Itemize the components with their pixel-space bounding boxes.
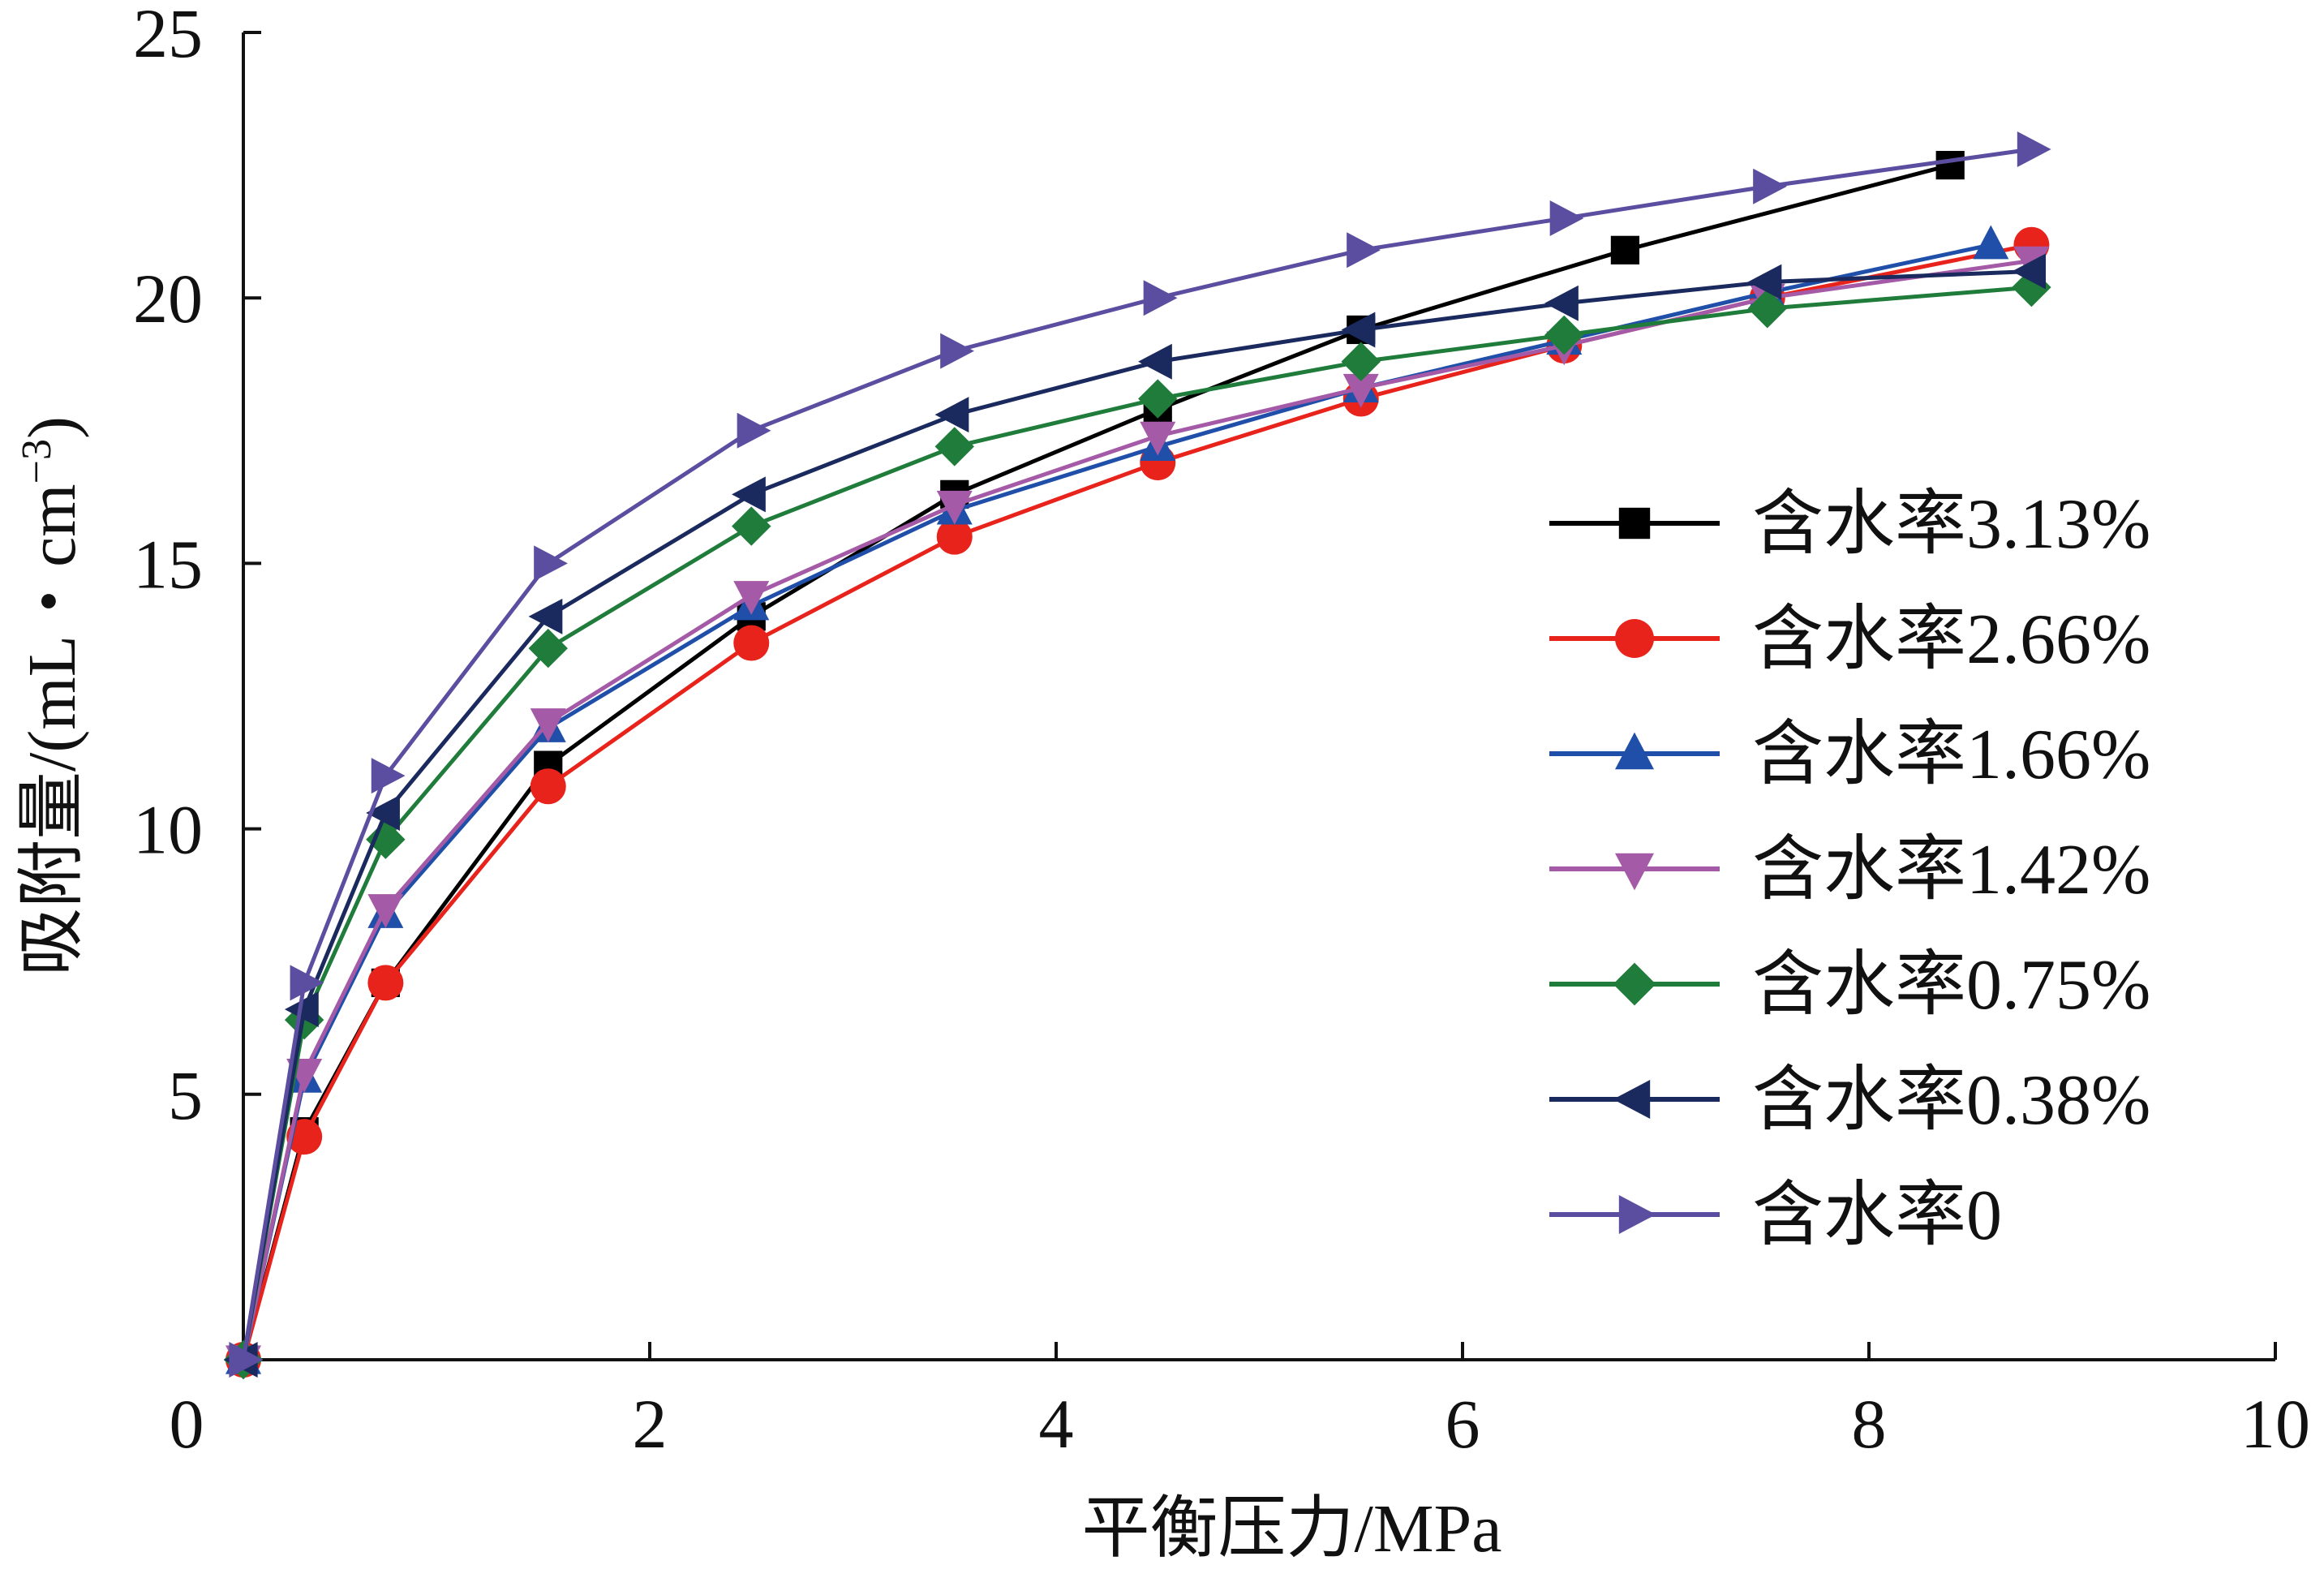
x-axis-label: 平衡压力/MPa: [1081, 1491, 1501, 1567]
series-1: [229, 151, 1965, 1374]
y-axis-label-suffix: ): [15, 416, 90, 439]
marker-triangle-left: [1138, 343, 1172, 380]
series-7: [229, 131, 2051, 1378]
marker-triangle-down: [1140, 421, 1176, 456]
y-axis-label: 吸附量/(mL・cm−3): [14, 416, 90, 976]
marker-diamond: [1747, 289, 1787, 329]
legend-item: 含水率3.13%: [1549, 485, 2150, 564]
y-axis-label-superscript: −3: [14, 439, 60, 484]
marker-triangle-left: [732, 476, 766, 513]
marker-triangle-left: [1747, 264, 1782, 300]
marker-triangle-right: [2017, 131, 2051, 167]
marker-diamond: [366, 819, 406, 859]
marker-triangle-down: [530, 708, 566, 742]
marker-triangle-left: [2012, 253, 2046, 290]
x-tick-label: 8: [1852, 1385, 1887, 1463]
marker-triangle-right: [534, 545, 568, 582]
marker-triangle-down: [367, 894, 404, 928]
series-6: [223, 253, 2046, 1378]
marker-circle: [367, 965, 404, 1001]
series-3: [226, 225, 2009, 1374]
y-tick-label: 25: [133, 0, 203, 72]
x-tick-label: 6: [1446, 1385, 1480, 1463]
y-tick-label: 10: [133, 791, 203, 869]
legend-item: 含水率2.66%: [1549, 600, 2150, 679]
x-tick-label: 10: [2240, 1385, 2310, 1463]
marker-triangle-right: [1143, 280, 1178, 316]
marker-triangle-down: [936, 490, 973, 525]
axis-labels: 平衡压力/MPa 吸附量/(mL・cm−3): [14, 416, 1502, 1567]
marker-diamond: [1341, 342, 1381, 381]
legend-label: 含水率0.75%: [1752, 946, 2150, 1025]
marker-triangle-down: [733, 581, 770, 615]
legend-item: 含水率0.38%: [1549, 1061, 2150, 1140]
legend-item: 含水率0: [1549, 1176, 2002, 1255]
series-line: [241, 243, 1991, 1361]
x-tick-label: 0: [170, 1385, 204, 1463]
legend-label: 含水率1.42%: [1752, 831, 2150, 909]
marker-triangle-left: [528, 598, 563, 634]
marker-circle: [733, 625, 770, 661]
y-tick-label: 15: [133, 525, 203, 603]
marker-triangle-left: [1341, 312, 1376, 348]
marker-triangle-right: [1549, 200, 1584, 237]
marker-triangle-right: [229, 1342, 264, 1378]
marker-triangle-up: [1615, 732, 1654, 770]
series-line: [241, 163, 1951, 1361]
marker-triangle-right: [1753, 168, 1787, 204]
marker-triangle-left: [1613, 1080, 1651, 1119]
marker-square: [1610, 235, 1639, 264]
marker-triangle-right: [737, 412, 771, 449]
legend-label: 含水率0: [1752, 1176, 2002, 1255]
x-tick-label: 2: [633, 1385, 668, 1463]
marker-triangle-up: [1973, 225, 2009, 260]
x-tick-label: 4: [1039, 1385, 1074, 1463]
marker-diamond: [934, 427, 974, 467]
marker-circle: [1615, 619, 1654, 658]
marker-triangle-right: [290, 965, 324, 1001]
marker-circle: [936, 518, 973, 555]
marker-diamond: [1544, 315, 1584, 355]
legend-label: 含水率0.38%: [1752, 1061, 2150, 1140]
marker-diamond: [1613, 962, 1656, 1006]
series-layer: [223, 131, 2051, 1380]
legend-label: 含水率1.66%: [1752, 716, 2150, 794]
marker-square: [1935, 151, 1965, 180]
marker-square: [1618, 507, 1651, 540]
legend-item: 含水率0.75%: [1549, 946, 2150, 1025]
marker-triangle-left: [366, 794, 400, 831]
y-tick-label: 20: [133, 260, 203, 338]
marker-triangle-down: [1342, 373, 1379, 408]
legend-item: 含水率1.42%: [1549, 831, 2150, 909]
y-tick-label: 5: [168, 1056, 203, 1134]
y-axis-label-main: 吸附量/(mL・cm: [15, 484, 90, 976]
marker-diamond: [528, 628, 568, 669]
legend-label: 含水率3.13%: [1752, 485, 2150, 564]
axes: 0 2 4 6 8 10 5 10 15 20 25: [133, 0, 2310, 1463]
marker-circle: [530, 768, 566, 805]
legend-label: 含水率2.66%: [1752, 600, 2150, 679]
legend: 含水率3.13% 含水率2.66% 含水率1.66% 含水率1.42% 含水率0.75%…: [1549, 485, 2150, 1255]
marker-triangle-down: [1615, 853, 1654, 891]
marker-triangle-left: [1544, 285, 1579, 321]
marker-diamond: [1138, 379, 1178, 419]
marker-triangle-right: [1618, 1195, 1656, 1234]
marker-triangle-right: [371, 758, 406, 794]
marker-triangle-right: [940, 333, 974, 369]
legend-item: 含水率1.66%: [1549, 716, 2150, 794]
marker-diamond: [732, 506, 771, 546]
marker-triangle-left: [934, 397, 969, 433]
marker-triangle-right: [1347, 232, 1381, 269]
